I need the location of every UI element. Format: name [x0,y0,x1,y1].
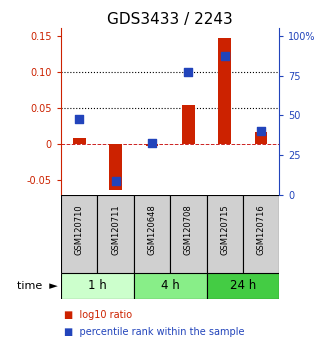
Text: GSM120708: GSM120708 [184,204,193,255]
Text: GSM120715: GSM120715 [220,204,229,255]
Bar [61,195,97,273]
Bar [109,144,122,190]
Text: 4 h: 4 h [161,279,179,292]
Text: 24 h: 24 h [230,279,256,292]
Text: GSM120716: GSM120716 [256,204,265,255]
Bar [73,138,85,144]
Bar [134,273,206,299]
Bar [206,195,243,273]
Bar [61,273,134,299]
Text: GSM120710: GSM120710 [75,204,84,255]
Bar [97,195,134,273]
Bar [134,195,170,273]
Bar [145,144,158,146]
Bar [170,195,206,273]
Text: ■  log10 ratio: ■ log10 ratio [64,310,132,320]
Point [113,178,118,184]
Title: GDS3433 / 2243: GDS3433 / 2243 [107,12,233,27]
Point [186,69,191,75]
Text: GSM120648: GSM120648 [147,204,156,255]
Bar [255,132,267,144]
Point [77,116,82,122]
Point [222,53,227,59]
Text: GSM120711: GSM120711 [111,204,120,255]
Text: 1 h: 1 h [88,279,107,292]
Bar [218,39,231,144]
Text: time  ►: time ► [17,281,58,291]
Point [149,141,154,146]
Bar [182,105,195,144]
Bar [206,273,279,299]
Point [258,129,264,134]
Text: ■  percentile rank within the sample: ■ percentile rank within the sample [64,327,245,337]
Bar [243,195,279,273]
